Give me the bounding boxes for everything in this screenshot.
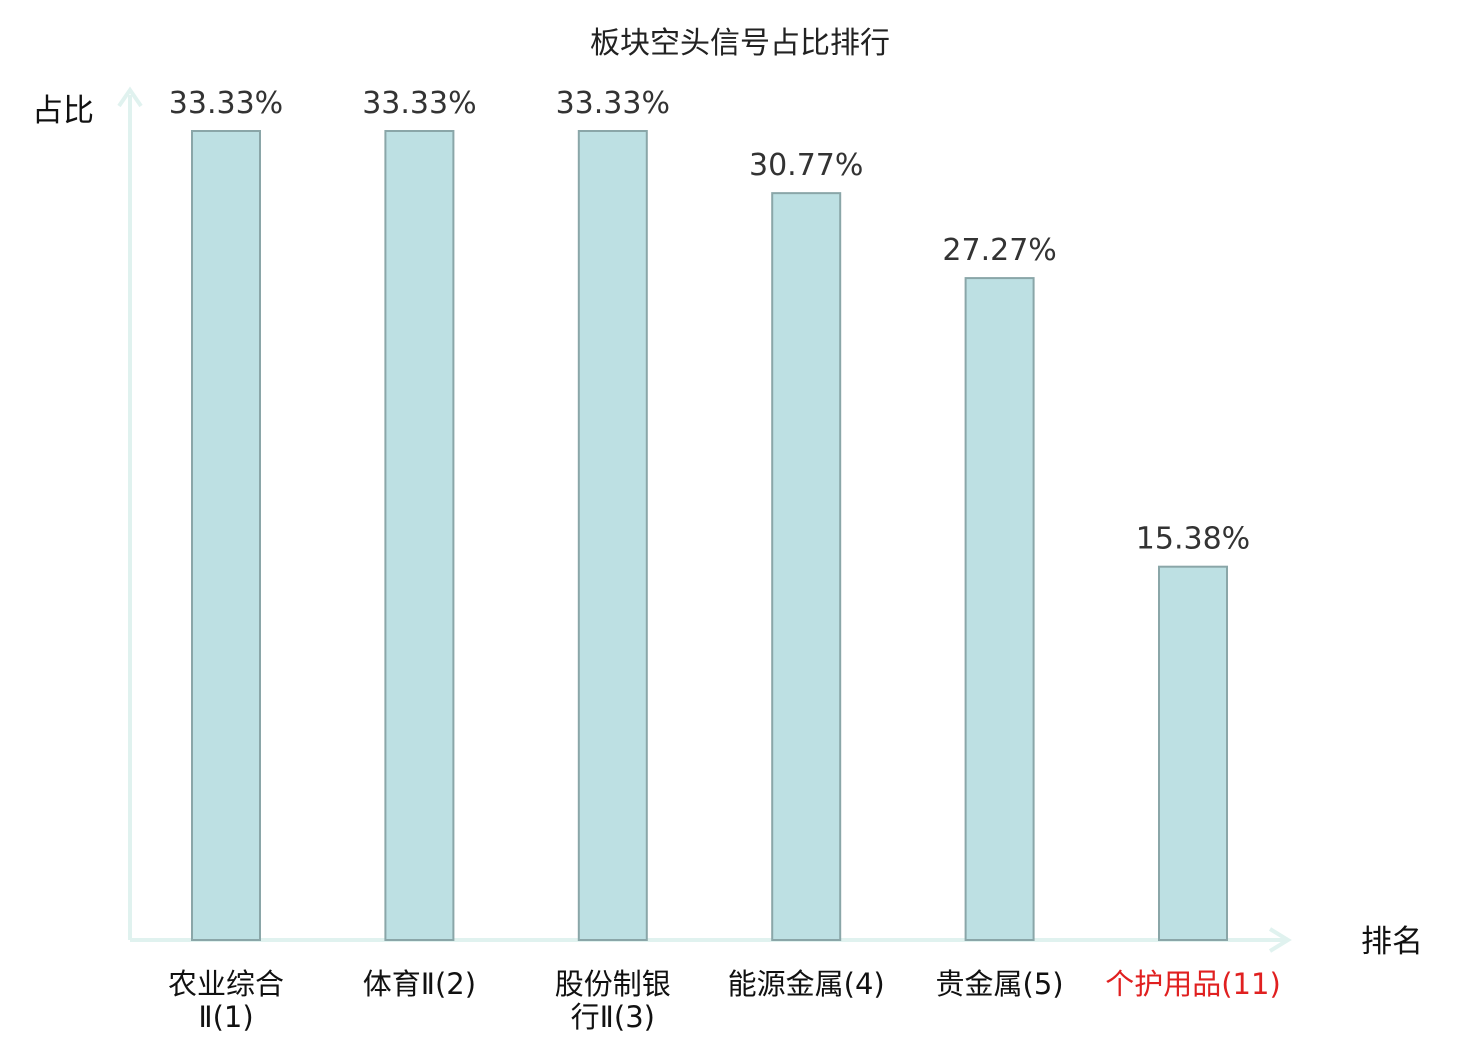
x-axis-arrow-icon [1268,927,1292,953]
chart-title: 板块空头信号占比排行 [590,26,890,61]
x-tick-label: 能源金属(4) [728,967,885,1001]
x-tick-label: 个护用品(11) [1105,967,1281,1001]
x-axis [130,927,1292,953]
bars-group [191,130,1228,942]
bar [964,277,1035,942]
bar [384,130,455,941]
bar-value-label: 33.33% [169,86,283,121]
y-axis [117,86,143,940]
bar-value-label: 33.33% [362,86,476,121]
bar [1158,565,1228,941]
bar-value-label: 27.27% [942,233,1056,268]
x-tick-label: 农业综合 [168,967,284,1001]
bar [771,192,842,942]
bar-value-label: 15.38% [1136,522,1250,557]
x-tick-label: Ⅱ(1) [198,1000,253,1034]
bar-value-label: 30.77% [749,148,863,183]
x-tick-label: 股份制银 [555,967,671,1001]
x-tick-label: 体育Ⅱ(2) [363,967,476,1001]
y-axis-arrow-icon [117,86,143,108]
x-tick-label: 行Ⅱ(3) [571,1000,655,1034]
x-axis-label: 排名 [1361,924,1423,960]
x-tick-label: 贵金属(5) [936,967,1064,1001]
value-labels-group: 33.33% 33.33% 33.33% 30.77% 27.27% 15.38% [169,86,1250,557]
y-axis-label: 占比 [32,93,94,129]
bar [191,130,261,941]
bar [577,130,648,941]
bar-value-label: 33.33% [556,86,670,121]
